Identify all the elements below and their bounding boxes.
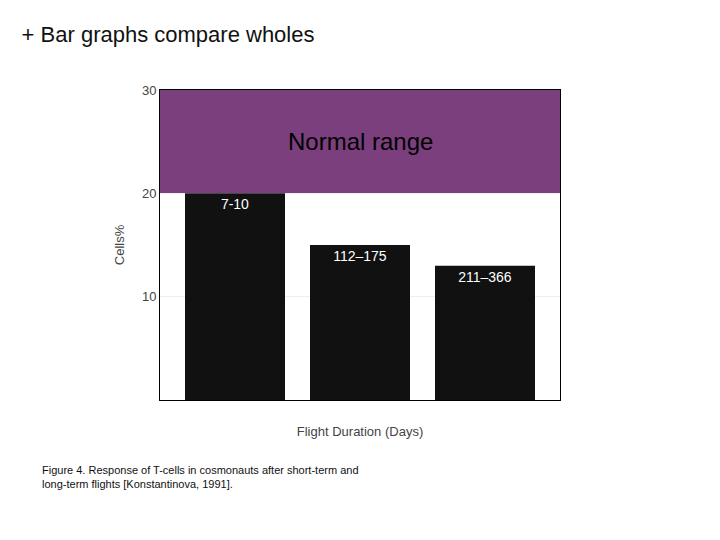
svg-text:Normal range: Normal range bbox=[288, 128, 433, 155]
svg-text:112–175: 112–175 bbox=[333, 248, 387, 264]
svg-text:Figure 4. Response of T-cells: Figure 4. Response of T-cells in cosmona… bbox=[42, 464, 359, 490]
svg-text:211–366: 211–366 bbox=[458, 269, 512, 285]
svg-text:+ Bar graphs compare wholes: + Bar graphs compare wholes bbox=[22, 22, 315, 47]
svg-text:30: 30 bbox=[142, 83, 156, 98]
svg-text:10: 10 bbox=[142, 289, 156, 304]
svg-text:7-10: 7-10 bbox=[221, 196, 249, 212]
svg-text:Cells%: Cells% bbox=[112, 224, 127, 265]
svg-text:Flight Duration (Days): Flight Duration (Days) bbox=[297, 424, 423, 439]
svg-text:20: 20 bbox=[142, 186, 156, 201]
